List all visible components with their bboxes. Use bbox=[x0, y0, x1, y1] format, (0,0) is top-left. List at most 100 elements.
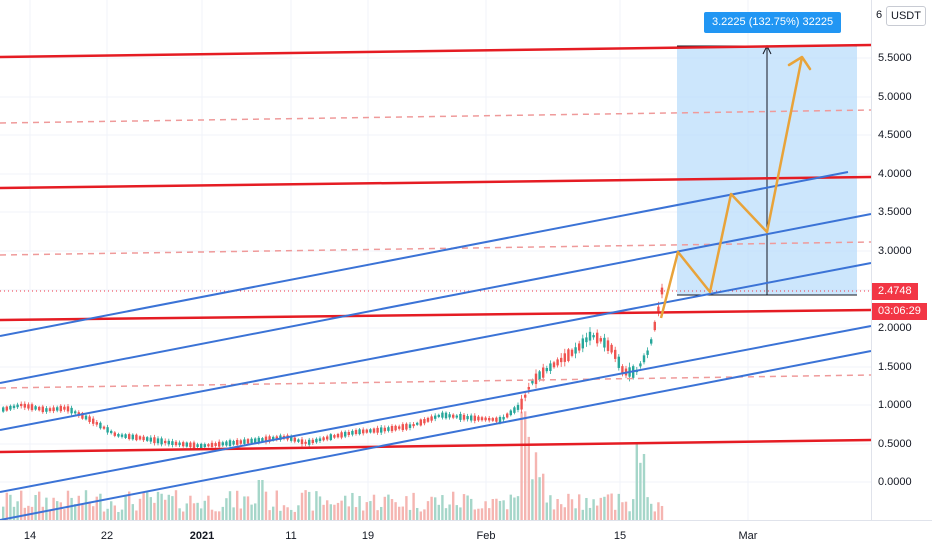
volume-bar bbox=[653, 511, 656, 520]
candle-body bbox=[524, 394, 527, 398]
trend-channel-lines[interactable] bbox=[0, 171, 872, 521]
candle-body bbox=[261, 438, 264, 442]
volume-bar bbox=[506, 509, 509, 520]
volume-bar bbox=[178, 508, 181, 520]
candle-body bbox=[398, 426, 401, 429]
candle-body bbox=[275, 436, 278, 440]
volume-bar bbox=[63, 509, 66, 520]
volume-bar bbox=[146, 492, 149, 520]
volume-bar bbox=[650, 503, 653, 520]
volume-bar bbox=[390, 499, 394, 520]
price-tick-label: 1.5000 bbox=[878, 361, 912, 373]
candle-body bbox=[441, 412, 444, 418]
candle-body bbox=[585, 337, 588, 343]
candle-body bbox=[581, 338, 584, 349]
volume-bar bbox=[272, 506, 275, 520]
volume-bar bbox=[81, 504, 84, 520]
candle-body bbox=[106, 427, 109, 433]
volume-bar bbox=[286, 507, 289, 520]
volume-bar bbox=[495, 498, 498, 520]
candle-body bbox=[120, 434, 124, 437]
dashed-level-lines[interactable] bbox=[0, 109, 872, 389]
volume-bar bbox=[599, 497, 602, 520]
candle-body bbox=[189, 442, 192, 448]
volume-bar bbox=[621, 502, 624, 520]
candle-body bbox=[70, 407, 73, 414]
currency-unit-badge[interactable]: USDT bbox=[886, 6, 926, 26]
time-tick-label: 14 bbox=[23, 530, 37, 542]
candle-body bbox=[502, 416, 505, 420]
volume-bar bbox=[376, 510, 379, 520]
volume-bar bbox=[225, 498, 228, 520]
candle-body bbox=[563, 353, 566, 362]
volume-bar bbox=[45, 497, 48, 520]
candle-body bbox=[344, 431, 347, 437]
candle-body bbox=[38, 406, 41, 411]
volume-bar bbox=[542, 473, 545, 520]
volume-bar bbox=[311, 510, 314, 520]
volume-bar bbox=[167, 494, 170, 520]
candle-body bbox=[531, 380, 534, 384]
volume-bar bbox=[452, 491, 455, 520]
volume-bar bbox=[365, 502, 368, 520]
volume-bar bbox=[596, 505, 599, 520]
volume-bar bbox=[524, 411, 527, 520]
price-axis[interactable]: 5.5000 5.0000 4.5000 4.0000 3.5000 3.0000 2.00… bbox=[871, 0, 932, 520]
volume-bar bbox=[614, 509, 617, 520]
volume-bar bbox=[207, 495, 210, 520]
volume-bar bbox=[12, 506, 16, 520]
candle-body bbox=[117, 433, 120, 437]
candle-body bbox=[380, 427, 383, 433]
volume-bar bbox=[318, 496, 322, 520]
candle-body bbox=[171, 441, 174, 446]
candle-body bbox=[549, 363, 552, 371]
volume-bar bbox=[466, 495, 469, 520]
time-tick-label: 19 bbox=[361, 530, 375, 542]
candle-body bbox=[333, 435, 336, 438]
candle-body bbox=[210, 442, 214, 448]
volume-bar bbox=[74, 504, 77, 520]
projection-arrowhead-icon bbox=[787, 55, 812, 71]
volume-bar bbox=[344, 495, 347, 520]
candle-body bbox=[455, 415, 458, 418]
candle-body bbox=[452, 414, 455, 418]
candle-body bbox=[153, 437, 156, 444]
volume-bar bbox=[336, 502, 340, 520]
volume-bar bbox=[437, 504, 440, 520]
volume-bar bbox=[347, 506, 350, 520]
volume-bar bbox=[326, 500, 329, 520]
volume-bar bbox=[412, 492, 415, 520]
candle-body bbox=[390, 425, 394, 432]
candle-body bbox=[128, 434, 131, 440]
candle-body bbox=[232, 440, 235, 445]
volume-bar bbox=[102, 511, 106, 520]
volume-bar bbox=[408, 509, 412, 520]
projection-path[interactable] bbox=[659, 56, 804, 319]
volume-bar bbox=[106, 508, 109, 520]
volume-bar bbox=[34, 494, 37, 520]
candle-body bbox=[304, 441, 307, 444]
volume-bar bbox=[297, 505, 300, 520]
volume-bar bbox=[41, 506, 44, 520]
volume-bar bbox=[135, 510, 138, 520]
candle-body bbox=[2, 407, 5, 412]
volume-bar bbox=[516, 496, 520, 520]
time-axis[interactable]: 14 22 2021 11 19 Feb 15 Mar bbox=[0, 520, 932, 551]
volume-bar bbox=[639, 462, 642, 520]
candle-body bbox=[588, 331, 592, 341]
candle-body bbox=[92, 418, 95, 424]
candle-body bbox=[164, 440, 167, 444]
candle-body bbox=[174, 441, 178, 446]
volume-bar bbox=[95, 496, 98, 520]
volume-bar bbox=[228, 491, 232, 520]
volume-bar bbox=[185, 503, 188, 520]
price-tick-label: 1.0000 bbox=[878, 399, 912, 411]
candle-body bbox=[225, 441, 228, 446]
resistance-lines[interactable] bbox=[0, 43, 872, 454]
measure-label[interactable]: 3.2225 (132.75%) 32225 bbox=[704, 12, 842, 33]
candle-body bbox=[160, 438, 163, 445]
candle-body bbox=[297, 439, 300, 442]
time-tick-label: 2021 bbox=[189, 530, 215, 542]
candle-body bbox=[491, 418, 494, 421]
